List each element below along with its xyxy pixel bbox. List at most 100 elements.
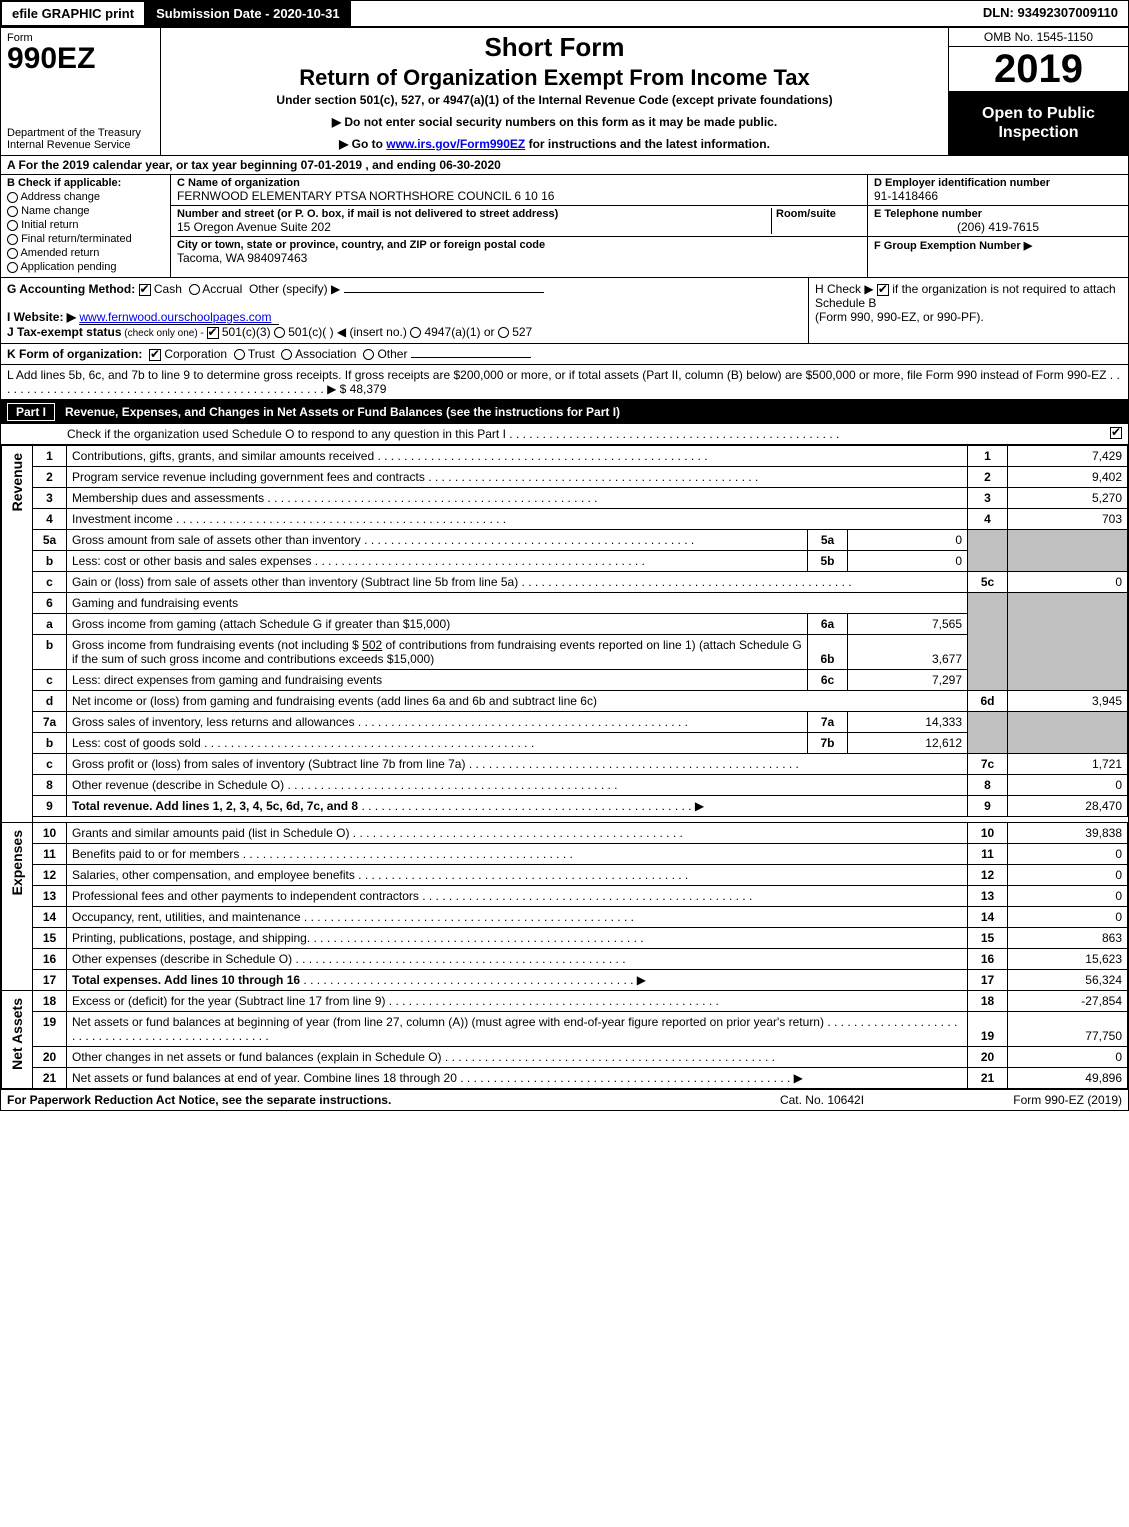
row-a-tax-year: A For the 2019 calendar year, or tax yea…	[1, 156, 1128, 175]
chk-trust[interactable]	[234, 349, 245, 360]
ssn-warning: ▶ Do not enter social security numbers o…	[167, 115, 942, 129]
form-number: 990EZ	[7, 44, 154, 74]
l6b-desc: Gross income from fundraising events (no…	[67, 635, 808, 670]
dept-line2: Internal Revenue Service	[7, 139, 154, 151]
l6-desc: Gaming and fundraising events	[67, 593, 968, 614]
part-1-label: Part I	[7, 403, 55, 421]
goto-pre: ▶ Go to	[339, 137, 386, 151]
goto-post: for instructions and the latest informat…	[525, 137, 770, 151]
group-exemption-block: F Group Exemption Number ▶	[868, 237, 1128, 254]
chk-final-return[interactable]: Final return/terminated	[7, 233, 164, 245]
l5c-rnum: 5c	[968, 572, 1008, 593]
chk-other-org[interactable]	[363, 349, 374, 360]
room-suite-label: Room/suite	[776, 208, 861, 220]
line-1: Revenue 1 Contributions, gifts, grants, …	[2, 446, 1128, 467]
chk-name-change[interactable]: Name change	[7, 205, 164, 217]
l6c-desc: Less: direct expenses from gaming and fu…	[67, 670, 808, 691]
l13-val: 0	[1008, 886, 1128, 907]
l5c-num: c	[33, 572, 67, 593]
l5b-mid: 5b	[808, 551, 848, 572]
row-g-h: G Accounting Method: Cash Accrual Other …	[1, 278, 1128, 344]
dln-label: DLN: 93492307009110	[973, 1, 1128, 26]
l7c-desc: Gross profit or (loss) from sales of inv…	[67, 754, 968, 775]
l6b-midval: 3,677	[848, 635, 968, 670]
other-specify-input[interactable]	[344, 292, 544, 293]
l14-val: 0	[1008, 907, 1128, 928]
l13-num: 13	[33, 886, 67, 907]
chk-501c[interactable]	[274, 327, 285, 338]
l6b-num: b	[33, 635, 67, 670]
part-1-title: Revenue, Expenses, and Changes in Net As…	[65, 405, 620, 419]
l6d-rnum: 6d	[968, 691, 1008, 712]
line-18: Net Assets 18 Excess or (deficit) for th…	[2, 991, 1128, 1012]
l8-desc: Other revenue (describe in Schedule O)	[67, 775, 968, 796]
l7a-midval: 14,333	[848, 712, 968, 733]
row-l-gross-receipts: L Add lines 5b, 6c, and 7b to line 9 to …	[1, 365, 1128, 400]
line-7c: c Gross profit or (loss) from sales of i…	[2, 754, 1128, 775]
chk-527[interactable]	[498, 327, 509, 338]
line-11: 11 Benefits paid to or for members 11 0	[2, 844, 1128, 865]
irs-link[interactable]: www.irs.gov/Form990EZ	[386, 137, 525, 151]
phone-block: E Telephone number (206) 419-7615	[868, 206, 1128, 237]
phone-value: (206) 419-7615	[874, 220, 1122, 234]
k-label: K Form of organization:	[7, 347, 142, 361]
short-form-title: Short Form	[167, 32, 942, 63]
chk-501c3[interactable]	[207, 327, 219, 339]
page-footer: For Paperwork Reduction Act Notice, see …	[1, 1089, 1128, 1110]
l13-desc: Professional fees and other payments to …	[67, 886, 968, 907]
row-a-end: 06-30-2020	[439, 158, 500, 172]
chk-application-pending[interactable]: Application pending	[7, 261, 164, 273]
under-section-text: Under section 501(c), 527, or 4947(a)(1)…	[167, 93, 942, 107]
org-name-label: C Name of organization	[177, 177, 861, 189]
l2-desc: Program service revenue including govern…	[67, 467, 968, 488]
l10-num: 10	[33, 823, 67, 844]
l1-val: 7,429	[1008, 446, 1128, 467]
chk-accrual[interactable]	[189, 284, 200, 295]
chk-initial-return[interactable]: Initial return	[7, 219, 164, 231]
j-opt4: 527	[509, 325, 532, 339]
line-6b: b Gross income from fundraising events (…	[2, 635, 1128, 670]
line-14: 14 Occupancy, rent, utilities, and maint…	[2, 907, 1128, 928]
part-1-header: Part I Revenue, Expenses, and Changes in…	[1, 400, 1128, 424]
l11-rnum: 11	[968, 844, 1008, 865]
line-7b: b Less: cost of goods sold 7b 12,612	[2, 733, 1128, 754]
l5b-desc: Less: cost or other basis and sales expe…	[67, 551, 808, 572]
l4-rnum: 4	[968, 509, 1008, 530]
l6a-num: a	[33, 614, 67, 635]
l18-val: -27,854	[1008, 991, 1128, 1012]
k-trust: Trust	[248, 347, 275, 361]
submission-date-button[interactable]: Submission Date - 2020-10-31	[145, 1, 351, 26]
efile-print-button[interactable]: efile GRAPHIC print	[1, 1, 145, 26]
other-org-input[interactable]	[411, 357, 531, 358]
l17-desc: Total expenses. Add lines 10 through 16 …	[67, 970, 968, 991]
l5ab-shade-val	[1008, 530, 1128, 572]
org-city-value: Tacoma, WA 984097463	[177, 251, 861, 265]
l2-rnum: 2	[968, 467, 1008, 488]
part-1-check-o: Check if the organization used Schedule …	[1, 424, 1128, 445]
l4-val: 703	[1008, 509, 1128, 530]
part-1-table: Revenue 1 Contributions, gifts, grants, …	[1, 445, 1128, 1089]
l20-rnum: 20	[968, 1047, 1008, 1068]
chk-corporation[interactable]	[149, 349, 161, 361]
chk-cash[interactable]	[139, 284, 151, 296]
line-12: 12 Salaries, other compensation, and emp…	[2, 865, 1128, 886]
l18-rnum: 18	[968, 991, 1008, 1012]
chk-schedule-o[interactable]	[1110, 427, 1122, 439]
chk-amended-return[interactable]: Amended return	[7, 247, 164, 259]
org-addr-block: Number and street (or P. O. box, if mail…	[171, 206, 867, 237]
chk-4947[interactable]	[410, 327, 421, 338]
l7a-desc: Gross sales of inventory, less returns a…	[67, 712, 808, 733]
chk-association[interactable]	[281, 349, 292, 360]
l6d-val: 3,945	[1008, 691, 1128, 712]
chk-address-change[interactable]: Address change	[7, 191, 164, 203]
l5a-mid: 5a	[808, 530, 848, 551]
line-4: 4 Investment income 4 703	[2, 509, 1128, 530]
chk-schedule-b[interactable]	[877, 284, 889, 296]
website-link[interactable]: www.fernwood.ourschoolpages.com	[79, 310, 279, 325]
line-3: 3 Membership dues and assessments 3 5,27…	[2, 488, 1128, 509]
h-text1: H Check ▶	[815, 282, 877, 296]
k-corp: Corporation	[164, 347, 227, 361]
org-city-block: City or town, state or province, country…	[171, 237, 867, 267]
org-name-block: C Name of organization FERNWOOD ELEMENTA…	[171, 175, 867, 206]
l19-rnum: 19	[968, 1012, 1008, 1047]
